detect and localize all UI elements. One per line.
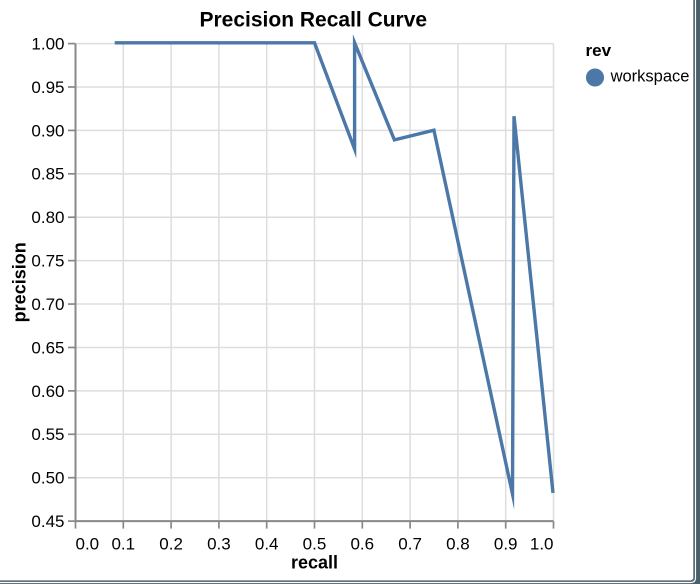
svg-text:0.5: 0.5 xyxy=(303,535,327,554)
svg-text:0.4: 0.4 xyxy=(255,535,279,554)
svg-text:precision: precision xyxy=(10,242,30,322)
svg-text:0.2: 0.2 xyxy=(159,535,183,554)
svg-text:Precision Recall Curve: Precision Recall Curve xyxy=(199,9,427,32)
svg-text:0.75: 0.75 xyxy=(31,252,64,271)
svg-text:rev: rev xyxy=(586,41,612,60)
svg-text:0.70: 0.70 xyxy=(31,295,64,314)
svg-text:0.95: 0.95 xyxy=(31,78,64,97)
svg-text:0.1: 0.1 xyxy=(111,535,135,554)
svg-text:0.55: 0.55 xyxy=(31,425,64,444)
svg-text:0.65: 0.65 xyxy=(31,338,64,357)
svg-text:0.3: 0.3 xyxy=(207,535,231,554)
svg-text:0.90: 0.90 xyxy=(31,121,64,140)
svg-text:1.0: 1.0 xyxy=(530,535,554,554)
svg-text:0.85: 0.85 xyxy=(31,165,64,184)
svg-text:0.9: 0.9 xyxy=(494,535,518,554)
svg-text:0.8: 0.8 xyxy=(446,535,470,554)
svg-text:recall: recall xyxy=(291,553,338,573)
svg-text:0.60: 0.60 xyxy=(31,382,64,401)
svg-text:0.0: 0.0 xyxy=(76,535,100,554)
svg-text:0.45: 0.45 xyxy=(31,512,64,531)
svg-text:0.80: 0.80 xyxy=(31,208,64,227)
svg-text:1.00: 1.00 xyxy=(31,35,64,54)
svg-text:0.7: 0.7 xyxy=(398,535,422,554)
svg-text:0.6: 0.6 xyxy=(350,535,374,554)
svg-text:workspace: workspace xyxy=(610,68,690,86)
svg-text:0.50: 0.50 xyxy=(31,469,64,488)
